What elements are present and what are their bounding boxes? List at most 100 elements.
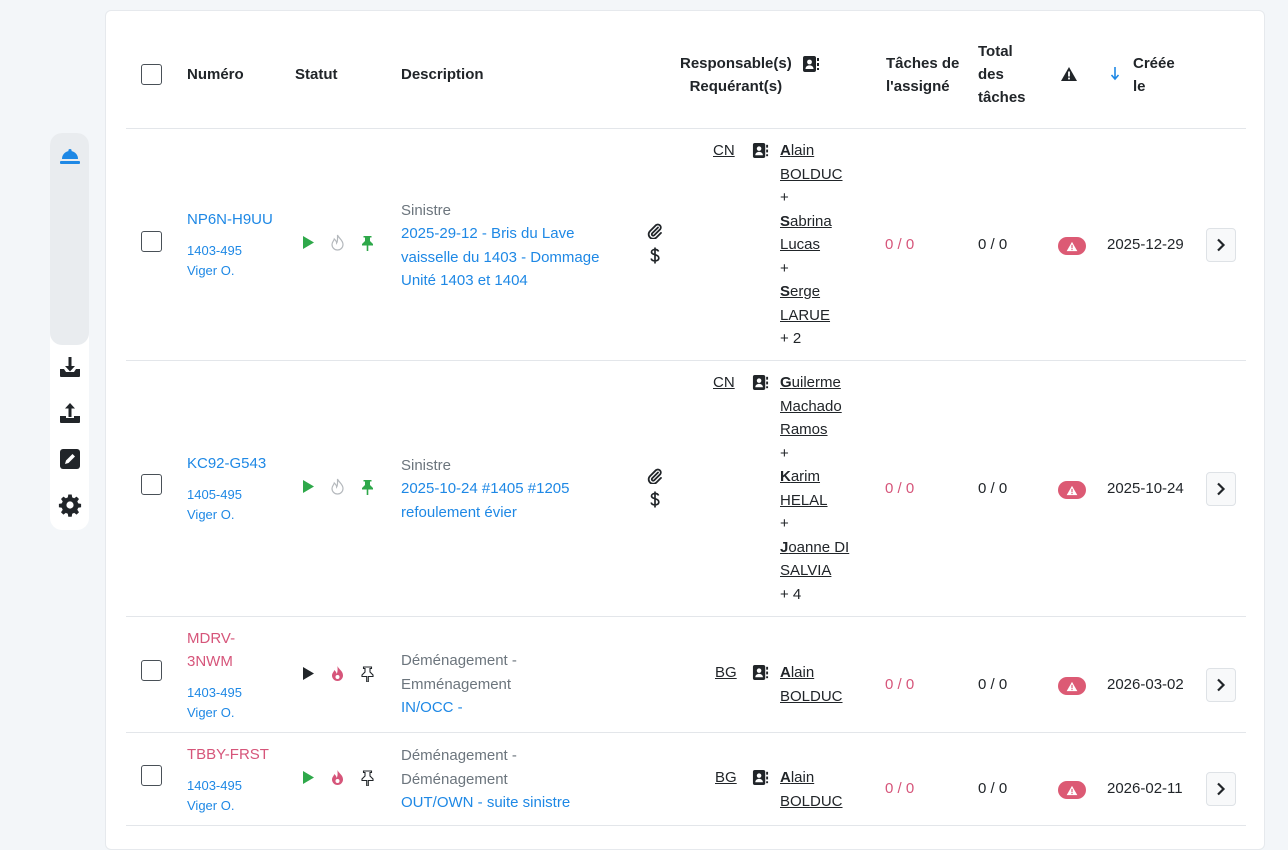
table-row[interactable]: KC92-G543 1405-495 Viger O. Sinistre 202… (126, 361, 1246, 617)
row-checkbox[interactable] (141, 231, 162, 252)
unit-label[interactable]: 1403-495 (187, 778, 242, 793)
warning-badge[interactable] (1058, 481, 1086, 499)
person-link[interactable]: Alain (780, 139, 843, 163)
table-row[interactable]: MDRV- 3NWM 1403-495 Viger O. Déménagemen… (126, 617, 1246, 733)
building-label[interactable]: Viger O. (187, 705, 235, 720)
paperclip-icon[interactable] (647, 223, 663, 239)
person-link[interactable]: Karim (780, 465, 849, 489)
fire-icon[interactable] (331, 665, 344, 682)
warning-icon[interactable] (1060, 66, 1078, 82)
header-description[interactable]: Description (401, 66, 484, 83)
paperclip-icon[interactable] (647, 468, 663, 484)
edit-icon[interactable] (58, 447, 82, 471)
pin-icon[interactable] (361, 235, 374, 251)
play-icon[interactable] (302, 666, 315, 681)
person-name-line[interactable]: BOLDUC (780, 687, 843, 705)
person-name-line[interactable]: LARUE (780, 306, 831, 324)
person-name: oanne DI (788, 538, 850, 556)
header-statut[interactable]: Statut (295, 66, 338, 83)
building-label[interactable]: Viger O. (187, 507, 235, 522)
person-name-line[interactable]: BOLDUC (780, 165, 843, 183)
building-label[interactable]: Viger O. (187, 263, 235, 278)
table-row[interactable]: TBBY-FRST 1403-495 Viger O. Déménagement… (126, 733, 1246, 826)
person-link[interactable]: Alain (780, 661, 843, 685)
download-icon[interactable] (58, 355, 82, 379)
play-icon[interactable] (302, 479, 315, 494)
unit-label[interactable]: 1403-495 (187, 685, 242, 700)
person-link[interactable]: Serge (780, 280, 843, 304)
person-name-line[interactable]: Ramos (780, 421, 828, 438)
contact-book-icon[interactable] (752, 769, 769, 786)
contact-book-icon[interactable] (752, 664, 769, 681)
header-creee-le[interactable]: Créée le (1133, 52, 1175, 98)
header-numero[interactable]: Numéro (187, 66, 244, 83)
warning-badge[interactable] (1058, 237, 1086, 255)
building-code-link[interactable]: BG (715, 769, 737, 786)
contact-book-icon[interactable] (752, 374, 769, 391)
contact-book-icon[interactable] (802, 55, 820, 73)
header-total-taches[interactable]: Total des tâches (978, 40, 1026, 109)
unit-label[interactable]: 1405-495 (187, 487, 242, 502)
person-name-line[interactable]: Lucas (780, 236, 821, 253)
sort-desc-arrow-icon[interactable] (1110, 67, 1120, 81)
person-name-line[interactable]: SALVIA (780, 562, 832, 579)
request-number-link[interactable]: MDRV- 3NWM (187, 627, 235, 673)
person-name-line[interactable]: HELAL (780, 491, 828, 509)
person-name-line[interactable]: BOLDUC (780, 792, 843, 810)
request-number-link[interactable]: NP6N-H9UU (187, 211, 273, 228)
table-row[interactable]: NP6N-H9UU 1403-495 Viger O. Sinistre 202… (126, 129, 1246, 361)
request-number-link[interactable]: KC92-G543 (187, 455, 267, 472)
gear-icon[interactable] (58, 493, 82, 517)
request-number-line: MDRV- (187, 630, 236, 647)
person-initial: J (780, 538, 789, 556)
request-number-link[interactable]: TBBY-FRST (187, 746, 269, 763)
row-checkbox[interactable] (141, 660, 162, 681)
dollar-icon[interactable] (650, 491, 660, 508)
description-link[interactable]: OUT/OWN - suite sinistre (401, 794, 571, 811)
description-link[interactable]: 2025-10-24 #1405 #1205 refoulement évier (401, 477, 570, 524)
building-code-link[interactable]: CN (713, 374, 735, 391)
header-taches-assigne[interactable]: Tâches de l'assigné (886, 52, 959, 98)
person-link[interactable]: Guilerme (780, 371, 849, 395)
more-people-count[interactable]: + 4 (780, 585, 802, 603)
building-code-link[interactable]: CN (713, 142, 735, 159)
row-checkbox[interactable] (141, 765, 162, 786)
plus-separator: + (780, 515, 789, 532)
plus-separator: + (780, 444, 789, 462)
more-people-count[interactable]: + 2 (780, 330, 802, 347)
open-request-button[interactable] (1206, 772, 1236, 806)
description-link[interactable]: IN/OCC - (401, 699, 463, 716)
pin-outline-icon[interactable] (361, 770, 374, 786)
warning-badge[interactable] (1058, 677, 1086, 695)
open-request-button[interactable] (1206, 228, 1236, 262)
dollar-icon[interactable] (650, 247, 660, 264)
person-link[interactable]: Joanne DI (780, 536, 849, 560)
header-responsables[interactable]: Responsable(s) Requérant(s) (680, 52, 792, 98)
pin-icon[interactable] (361, 479, 374, 495)
play-icon[interactable] (302, 235, 315, 250)
pin-outline-icon[interactable] (361, 666, 374, 682)
description-line: refoulement évier (401, 503, 517, 521)
open-request-button[interactable] (1206, 472, 1236, 506)
total-tasks-count: 0 / 0 (978, 676, 1008, 693)
description-link[interactable]: 2025-29-12 - Bris du Lave vaisselle du 1… (401, 222, 599, 293)
select-all-checkbox[interactable] (141, 64, 162, 85)
building-label[interactable]: Viger O. (187, 798, 235, 813)
fire-outline-icon[interactable] (331, 234, 344, 251)
upload-icon[interactable] (58, 401, 82, 425)
fire-icon[interactable] (331, 769, 344, 786)
warning-badge[interactable] (1058, 781, 1086, 799)
contact-book-icon[interactable] (752, 142, 769, 159)
unit-label[interactable]: 1403-495 (187, 243, 242, 258)
person-name: lain (790, 664, 815, 681)
person-link[interactable]: Alain (780, 766, 843, 790)
fire-outline-icon[interactable] (331, 478, 344, 495)
bell-icon[interactable] (58, 145, 82, 169)
play-icon[interactable] (302, 770, 315, 785)
person-name-line[interactable]: Machado (780, 397, 842, 415)
building-code-link[interactable]: BG (715, 664, 737, 681)
row-checkbox[interactable] (141, 474, 162, 495)
person-link[interactable]: Sabrina (780, 210, 843, 234)
person-name: abrina (790, 212, 832, 230)
open-request-button[interactable] (1206, 668, 1236, 702)
